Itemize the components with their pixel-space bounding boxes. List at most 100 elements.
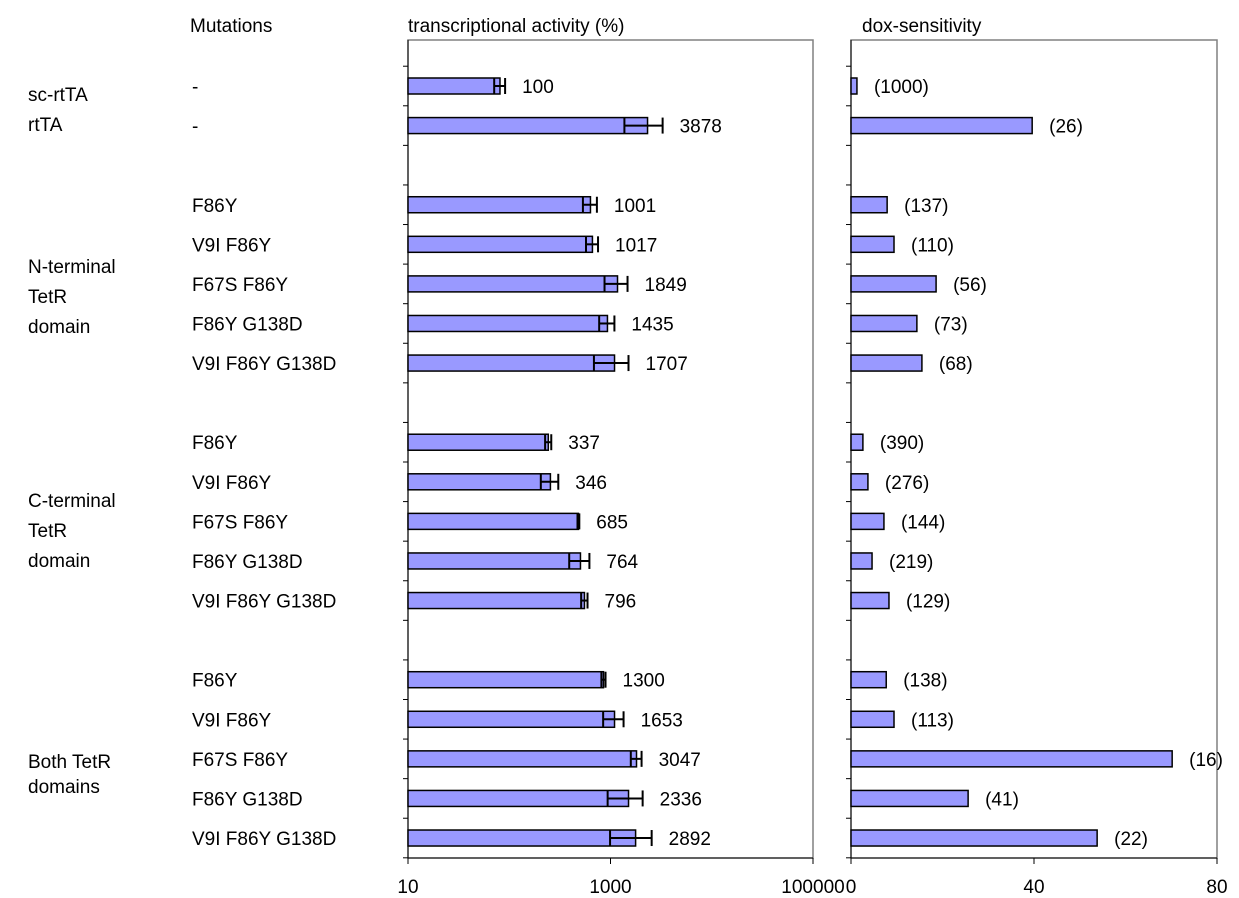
error-bar — [609, 830, 653, 847]
data-annotation: (276) — [885, 473, 929, 494]
bar — [407, 829, 637, 847]
bar — [407, 670, 605, 689]
bar — [407, 275, 619, 293]
bar — [850, 750, 1173, 768]
column-header: Mutations — [190, 16, 272, 37]
error-bar — [592, 355, 630, 372]
category-label: V9I F86Y G138D — [192, 829, 336, 850]
category-label: V9I F86Y G138D — [192, 592, 336, 613]
bar — [407, 433, 550, 451]
data-annotation: (219) — [889, 552, 933, 573]
data-annotation: 100 — [522, 77, 554, 98]
data-annotation: (113) — [911, 710, 954, 731]
error-bar — [603, 275, 629, 292]
category-label: - — [192, 77, 198, 98]
data-annotation: 1001 — [614, 196, 656, 217]
data-annotation: (56) — [953, 275, 987, 296]
category-label: F86Y G138D — [192, 789, 303, 810]
data-annotation: 685 — [596, 512, 628, 533]
group-label: N-terminal — [28, 257, 116, 278]
bar — [407, 354, 616, 372]
data-annotation: 2336 — [660, 789, 702, 810]
category-label: - — [192, 117, 198, 138]
category-label: V9I F86Y G138D — [192, 354, 336, 375]
bar — [850, 235, 895, 254]
bar — [850, 670, 887, 689]
x-tick-label: 10 — [397, 877, 418, 898]
data-annotation: (129) — [906, 592, 950, 613]
bar — [850, 314, 918, 333]
bar — [850, 789, 969, 808]
category-label: F67S F86Y — [192, 750, 288, 771]
group-label: domain — [28, 551, 90, 572]
data-annotation: (144) — [901, 512, 945, 533]
error-bar — [629, 750, 643, 767]
data-annotation: 337 — [568, 433, 600, 454]
bar — [850, 116, 1033, 135]
data-annotation: 346 — [575, 473, 607, 494]
group-label: rtTA — [28, 115, 63, 136]
bar — [407, 77, 501, 95]
chart-title: dox-sensitivity — [862, 16, 982, 37]
group-label: domain — [28, 317, 90, 338]
bar — [407, 512, 580, 531]
error-bar — [581, 196, 598, 213]
error-bar — [576, 513, 581, 530]
group-label: domains — [28, 777, 100, 798]
category-label: V9I F86Y — [192, 473, 272, 494]
error-bar — [598, 315, 616, 332]
data-annotation: 1300 — [623, 671, 665, 692]
bar — [850, 591, 890, 610]
bar — [850, 473, 869, 491]
bar — [850, 354, 923, 372]
data-annotation: (73) — [934, 314, 968, 335]
category-label: F86Y G138D — [192, 314, 303, 335]
data-annotation: 3047 — [659, 750, 701, 771]
bar — [850, 195, 888, 214]
error-bar — [539, 473, 560, 490]
data-annotation: (22) — [1114, 829, 1148, 850]
category-label: F86Y — [192, 196, 238, 217]
error-bar — [602, 711, 625, 728]
error-bar — [544, 434, 553, 451]
chart-title: transcriptional activity (%) — [408, 16, 624, 37]
bar — [407, 552, 582, 570]
bar — [407, 710, 616, 729]
data-annotation: 1653 — [641, 710, 683, 731]
category-label: F67S F86Y — [192, 512, 288, 533]
group-label: C-terminal — [28, 491, 116, 512]
data-annotation: (26) — [1049, 117, 1083, 138]
data-annotation: (1000) — [874, 77, 929, 98]
data-annotation: 1017 — [615, 235, 657, 256]
bar — [850, 433, 864, 451]
data-annotation: (16) — [1189, 750, 1223, 771]
x-tick-label: 40 — [1023, 877, 1044, 898]
bar — [850, 710, 895, 729]
category-label: F86Y G138D — [192, 552, 303, 573]
group-label: Both TetR — [28, 752, 111, 773]
error-bar — [623, 117, 664, 134]
data-annotation: 2892 — [669, 829, 711, 850]
data-annotation: (138) — [903, 671, 947, 692]
bar — [850, 552, 873, 570]
data-annotation: 3878 — [680, 117, 722, 138]
x-tick-label: 100000 — [781, 877, 844, 898]
group-label: TetR — [28, 521, 67, 542]
bar — [407, 314, 609, 333]
category-label: V9I F86Y — [192, 235, 272, 256]
error-bar — [493, 78, 507, 94]
x-tick-label: 0 — [846, 877, 857, 898]
category-label: F86Y — [192, 671, 238, 692]
data-annotation: 796 — [605, 592, 637, 613]
data-annotation: (68) — [939, 354, 973, 375]
data-annotation: 1707 — [646, 354, 688, 375]
x-tick-label: 1000 — [589, 877, 631, 898]
category-label: V9I F86Y — [192, 710, 272, 731]
bar — [407, 473, 552, 491]
data-annotation: 1849 — [645, 275, 687, 296]
group-label: TetR — [28, 287, 67, 308]
data-annotation: (110) — [911, 235, 954, 256]
data-annotation: (390) — [880, 433, 924, 454]
bar — [850, 77, 858, 95]
